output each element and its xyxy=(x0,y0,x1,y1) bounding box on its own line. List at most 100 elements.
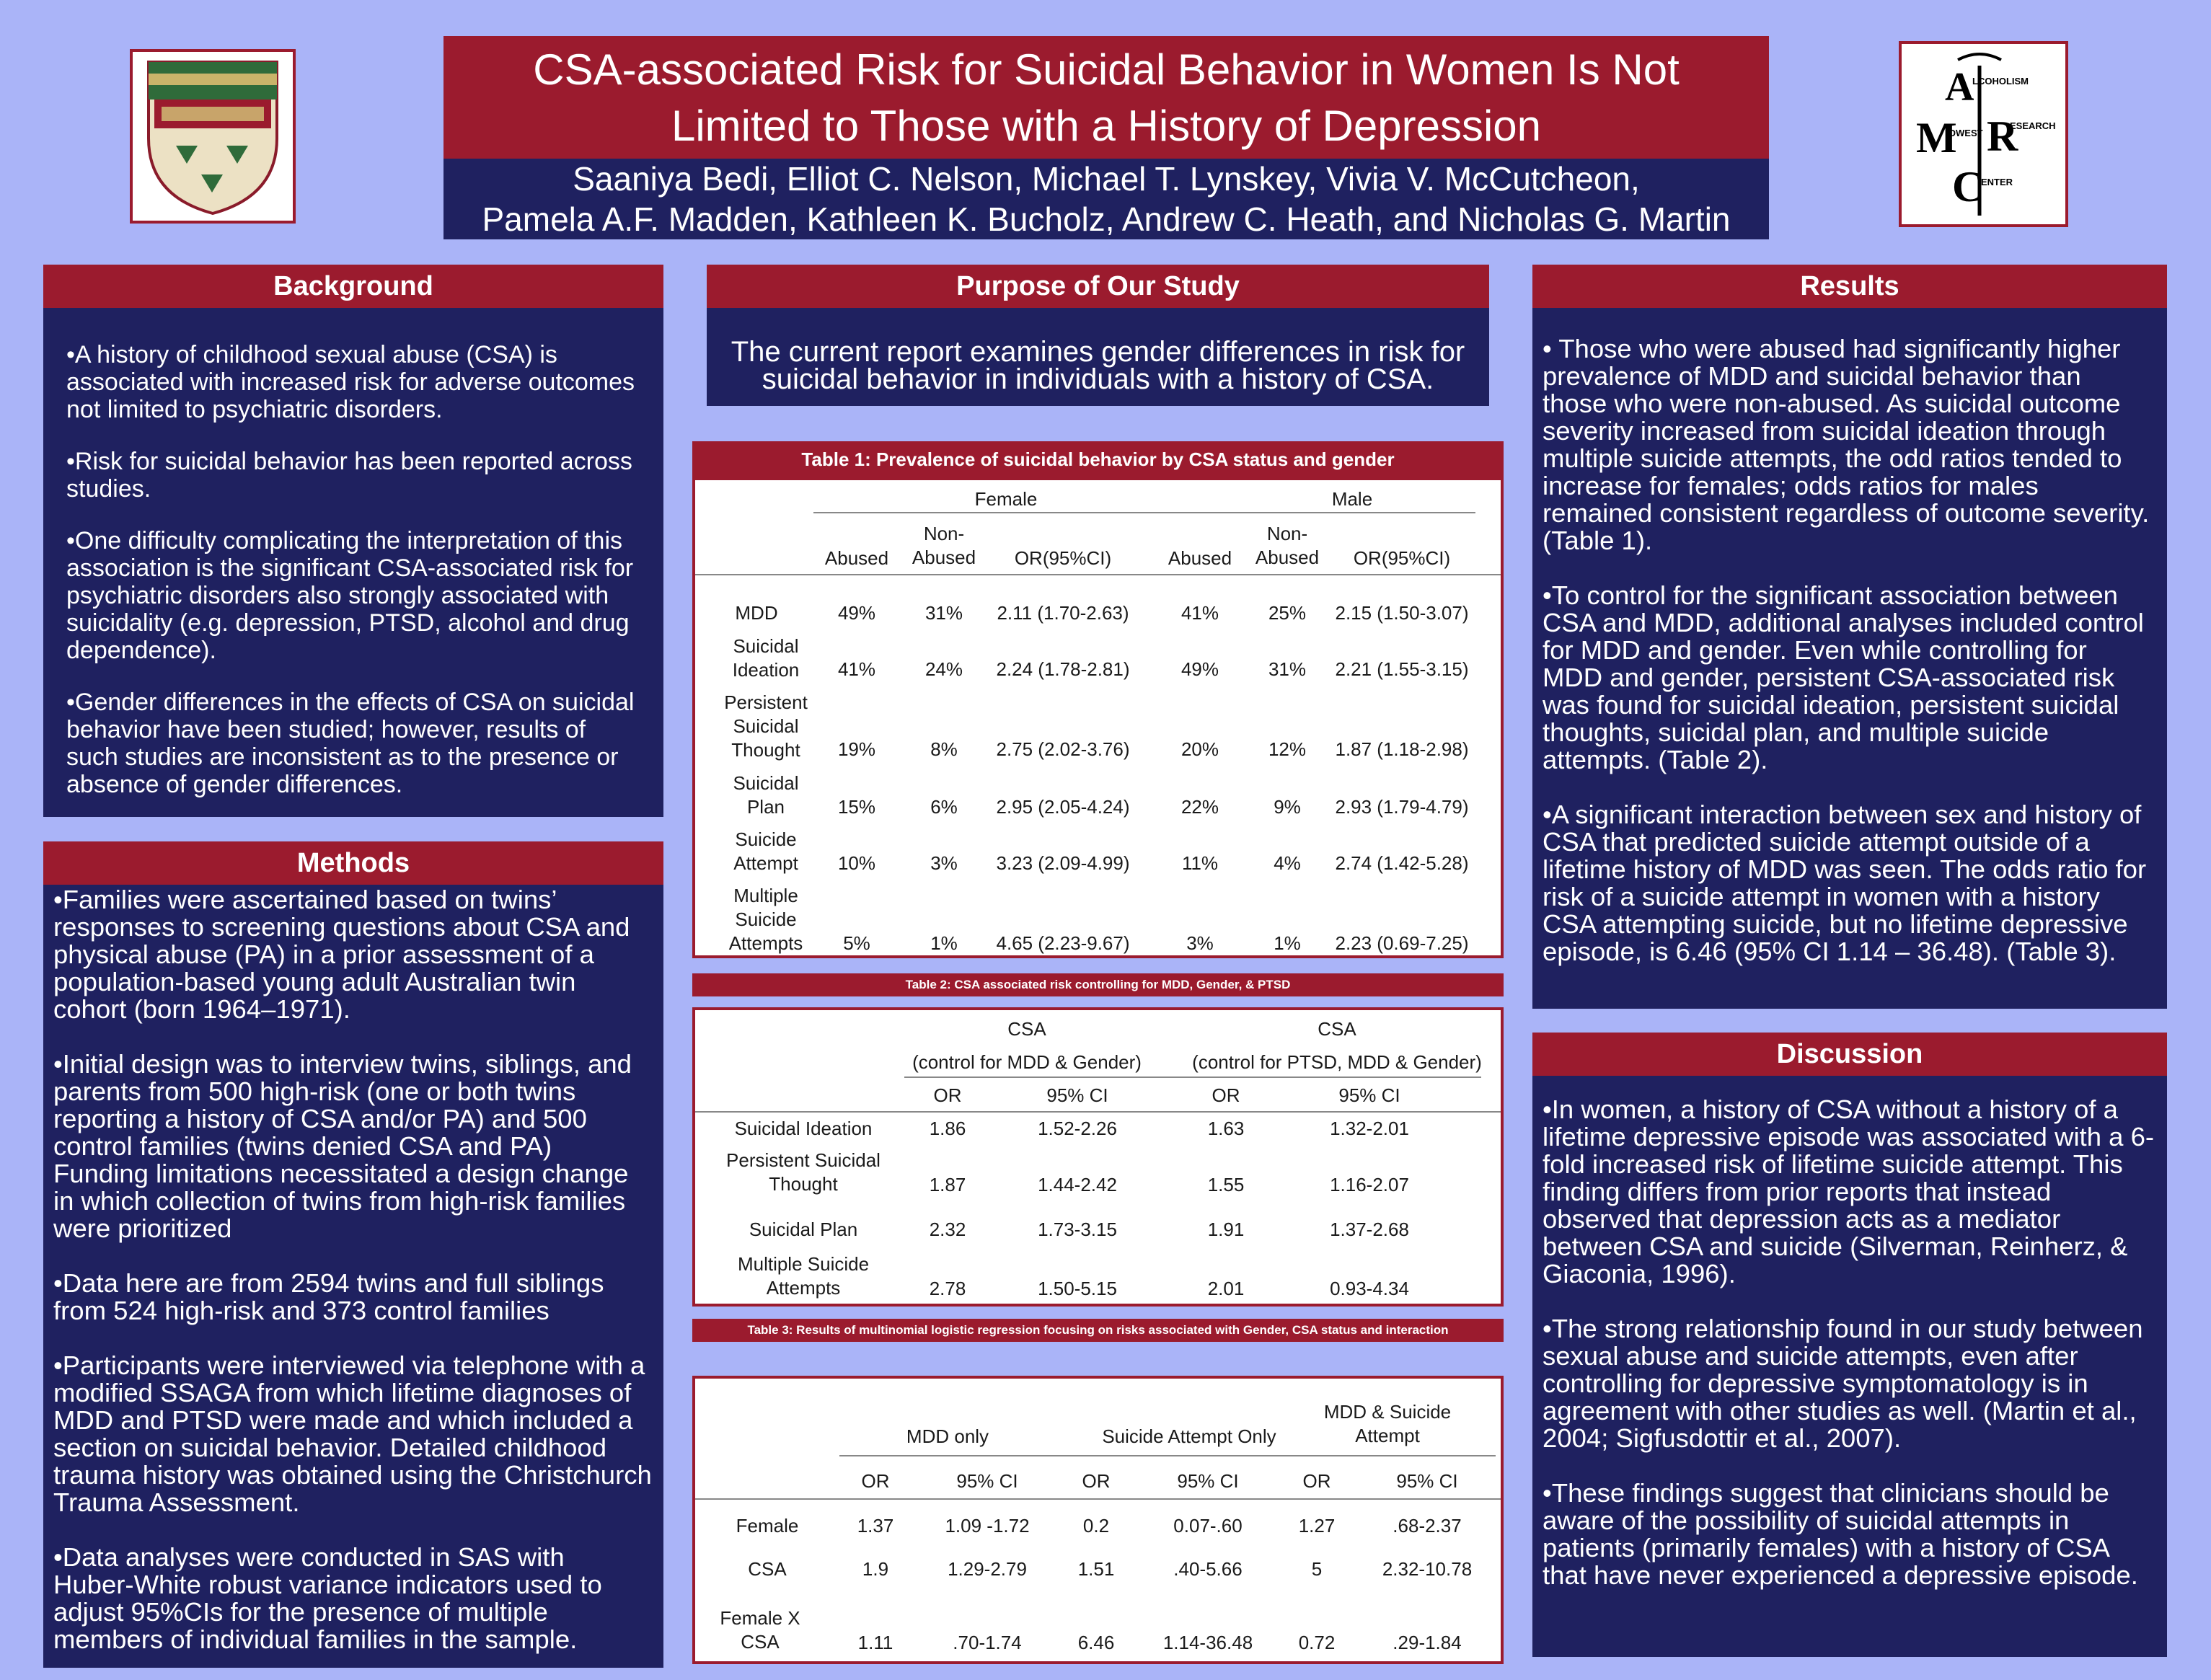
table1-cell: 11% xyxy=(1181,852,1219,874)
table2-col-or: OR xyxy=(933,1084,962,1106)
table2-group-subtitle: (control for PTSD, MDD & Gender) xyxy=(1192,1051,1482,1073)
table2-cell: 1.87 xyxy=(929,1174,966,1195)
purpose-panel: The current report examines gender diffe… xyxy=(707,308,1489,406)
table3-cell: 1.11 xyxy=(857,1632,893,1653)
title-line-2: Limited to Those with a History of Depre… xyxy=(671,102,1542,150)
table2-cell: 1.91 xyxy=(1207,1219,1245,1240)
table1-cell: 22% xyxy=(1180,796,1219,818)
discussion-panel: •In women, a history of CSA without a hi… xyxy=(1532,1076,2167,1657)
results-heading: Results xyxy=(1532,265,2167,308)
table3-header-rule xyxy=(695,1498,1501,1500)
table1-col-or: OR(95%CI) xyxy=(1353,547,1451,569)
table1-cell: 25% xyxy=(1268,602,1307,624)
table2-row-label: Suicidal Ideation xyxy=(734,1118,873,1139)
table1-col-abused: Abused xyxy=(1168,547,1232,569)
background-bullet: •Risk for suicidal behavior has been rep… xyxy=(66,448,632,503)
methods-bullet: •Initial design was to interview twins, … xyxy=(53,1049,632,1243)
table1: Female Male Abused Non-Abused OR(95%CI) … xyxy=(692,477,1504,958)
background-heading: Background xyxy=(43,265,663,308)
table3-group: Suicide Attempt Only xyxy=(1102,1425,1276,1447)
purpose-heading: Purpose of Our Study xyxy=(707,265,1489,308)
background-bullet: •A history of childhood sexual abuse (CS… xyxy=(66,341,635,423)
logo-letter-r: R xyxy=(1987,112,2018,160)
table2-header-rule xyxy=(695,1111,1501,1113)
table3-col-or: OR xyxy=(1302,1470,1331,1492)
table2-cell: 1.32-2.01 xyxy=(1330,1118,1409,1139)
shield-icon xyxy=(147,61,278,216)
table1-col-non-abused: Non-Abused xyxy=(1255,523,1320,568)
table1-cell: 4% xyxy=(1274,852,1301,874)
table2-col-ci: 95% CI xyxy=(1338,1084,1400,1106)
table1-col-or: OR(95%CI) xyxy=(1014,547,1112,569)
table1-row-label: Suicidal Ideation xyxy=(732,635,800,681)
table1-cell: 9% xyxy=(1274,796,1301,818)
table1-cell: 49% xyxy=(837,602,876,624)
table1-header-rule xyxy=(695,574,1501,575)
discussion-bullet: •In women, a history of CSA without a hi… xyxy=(1543,1095,2155,1288)
table2-cell: 1.73-3.15 xyxy=(1038,1219,1117,1240)
table2-col-ci: 95% CI xyxy=(1046,1084,1108,1106)
table2-group-subtitle: (control for MDD & Gender) xyxy=(912,1051,1142,1073)
discussion-bullet: •The strong relationship found in our st… xyxy=(1543,1314,2143,1453)
table3-cell: 1.09 -1.72 xyxy=(945,1515,1030,1537)
table1-group-rule xyxy=(813,512,1475,513)
table3-cell: 6.46 xyxy=(1077,1632,1115,1653)
table3-cell: .68-2.37 xyxy=(1393,1515,1462,1537)
logo-word-research: ESEARCH xyxy=(2010,120,2056,131)
background-bullet: •Gender differences in the effects of CS… xyxy=(66,689,635,798)
table2-caption: Table 2: CSA associated risk controlling… xyxy=(692,973,1504,996)
methods-panel: •Families were ascertained based on twin… xyxy=(43,885,663,1668)
table1-cell: 12% xyxy=(1268,738,1307,760)
logo-letter-a: A xyxy=(1945,65,1974,110)
table2-cell: 1.52-2.26 xyxy=(1038,1118,1117,1139)
table1-cell: 2.21 (1.55-3.15) xyxy=(1335,658,1469,680)
logo-word-center: ENTER xyxy=(1981,177,2013,187)
table3-col-ci: 95% CI xyxy=(1396,1470,1458,1492)
table1-row-label: Persistent Suicidal Thought xyxy=(724,691,808,761)
table2-group-title: CSA xyxy=(1318,1018,1356,1040)
table1-cell: 31% xyxy=(924,602,963,624)
table1-cell: 1.87 (1.18-2.98) xyxy=(1335,738,1469,760)
purpose-text: The current report examines gender diffe… xyxy=(731,336,1465,395)
table1-cell: 2.95 (2.05-4.24) xyxy=(996,796,1130,818)
table2-cell: 1.63 xyxy=(1207,1118,1245,1139)
table2-group-rule xyxy=(904,1076,1481,1078)
results-bullet: • Those who were abused had significantl… xyxy=(1543,334,2150,555)
table1-cell: 3% xyxy=(1186,932,1214,954)
table3: MDD only Suicide Attempt Only MDD & Suic… xyxy=(692,1376,1504,1664)
results-bullet: •A significant interaction between sex a… xyxy=(1543,800,2147,966)
methods-heading: Methods xyxy=(43,841,663,885)
table1-cell: 3% xyxy=(930,852,958,874)
table1-cell: 19% xyxy=(837,738,876,760)
table2-cell: 1.16-2.07 xyxy=(1330,1174,1409,1195)
table2-cell: 1.50-5.15 xyxy=(1038,1278,1117,1299)
table3-row-label: Female X CSA xyxy=(720,1607,800,1653)
table3-cell: 0.07-.60 xyxy=(1173,1515,1243,1537)
background-panel: •A history of childhood sexual abuse (CS… xyxy=(43,308,663,817)
table3-group: MDD only xyxy=(906,1425,989,1447)
table2-cell: 1.44-2.42 xyxy=(1038,1174,1117,1195)
table1-group-female: Female xyxy=(974,488,1038,510)
logo-word-alcoholism: LCOHOLISM xyxy=(1972,76,2029,87)
methods-bullet: •Data here are from 2594 twins and full … xyxy=(53,1268,604,1325)
table3-col-ci: 95% CI xyxy=(956,1470,1018,1492)
table3-row-label: Female xyxy=(736,1515,799,1537)
table3-cell: 1.29-2.79 xyxy=(948,1558,1027,1580)
table2-col-or: OR xyxy=(1212,1084,1240,1106)
table3-row-label: CSA xyxy=(748,1558,787,1580)
table1-cell: 41% xyxy=(837,658,876,680)
table1-row-label: Multiple Suicide Attempts xyxy=(728,885,803,954)
table1-group-male: Male xyxy=(1331,488,1373,510)
table1-cell: 15% xyxy=(837,796,876,818)
results-bullet: •To control for the significant associat… xyxy=(1543,580,2144,774)
table1-cell: 10% xyxy=(837,852,876,874)
table3-col-or: OR xyxy=(861,1470,890,1492)
table1-cell: 2.75 (2.02-3.76) xyxy=(996,738,1130,760)
table1-cell: 2.24 (1.78-2.81) xyxy=(996,658,1130,680)
table3-group: MDD & Suicide Attempt xyxy=(1323,1401,1452,1446)
table2-row-label: Persistent Suicidal Thought xyxy=(726,1149,881,1195)
table2-row-label: Suicidal Plan xyxy=(749,1219,858,1240)
author-list: Saaniya Bedi, Elliot C. Nelson, Michael … xyxy=(443,159,1769,239)
table1-row-label: MDD xyxy=(735,602,778,624)
logo-letter-c: C xyxy=(1952,163,1983,211)
